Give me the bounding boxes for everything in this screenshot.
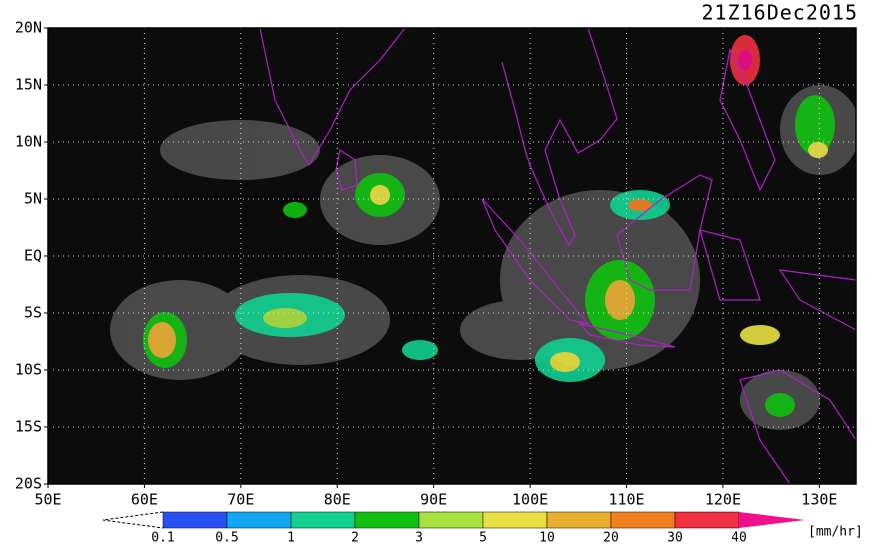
colorbar-label: 0.1 — [151, 531, 174, 545]
lat-label: 20S — [15, 475, 42, 493]
colorbar-label: 3 — [415, 531, 423, 545]
lon-label: 70E — [227, 491, 254, 509]
lat-label: 15S — [15, 418, 42, 436]
lon-label: 110E — [608, 491, 644, 509]
lon-label: 50E — [34, 491, 61, 509]
colorbar-label: 1 — [287, 531, 295, 545]
lat-label: 10N — [15, 133, 42, 151]
colorbar-box — [226, 511, 292, 529]
lat-label: 10S — [15, 361, 42, 379]
lon-label: 80E — [324, 491, 351, 509]
colorbar-box — [610, 511, 676, 529]
lon-label: 90E — [420, 491, 447, 509]
colorbar-box — [290, 511, 356, 529]
map-background — [48, 28, 856, 484]
lon-label: 120E — [705, 491, 741, 509]
lat-label: EQ — [24, 247, 42, 265]
lat-label: 5N — [24, 190, 42, 208]
lon-label: 130E — [801, 491, 837, 509]
colorbar-label: 40 — [731, 531, 747, 545]
colorbar-label: 10 — [539, 531, 555, 545]
colorbar-box — [418, 511, 484, 529]
lat-label: 20N — [15, 19, 42, 37]
lon-label: 100E — [512, 491, 548, 509]
colorbar-box — [482, 511, 548, 529]
coastlines — [259, 28, 856, 484]
colorbar-label: 2 — [351, 531, 359, 545]
title: 21Z16Dec2015 — [702, 1, 859, 25]
colorbar-unit: [mm/hr] — [808, 525, 863, 540]
imagery — [110, 28, 856, 484]
colorbar-box — [162, 511, 228, 529]
colorbar-label: 0.5 — [215, 531, 238, 545]
lon-label: 60E — [131, 491, 158, 509]
colorbar-label: 20 — [603, 531, 619, 545]
colorbar-label: 30 — [667, 531, 683, 545]
colorbar-label: 5 — [479, 531, 487, 545]
lat-label: 5S — [24, 304, 42, 322]
colorbar: 0.1 0.5 1 2 3 5 10 20 30 40 — [102, 511, 805, 545]
lat-label: 15N — [15, 76, 42, 94]
colorbar-box — [546, 511, 612, 529]
colorbar-box — [354, 511, 420, 529]
colorbar-over — [739, 512, 805, 528]
colorbar-box — [674, 511, 740, 529]
colorbar-under — [102, 511, 164, 529]
